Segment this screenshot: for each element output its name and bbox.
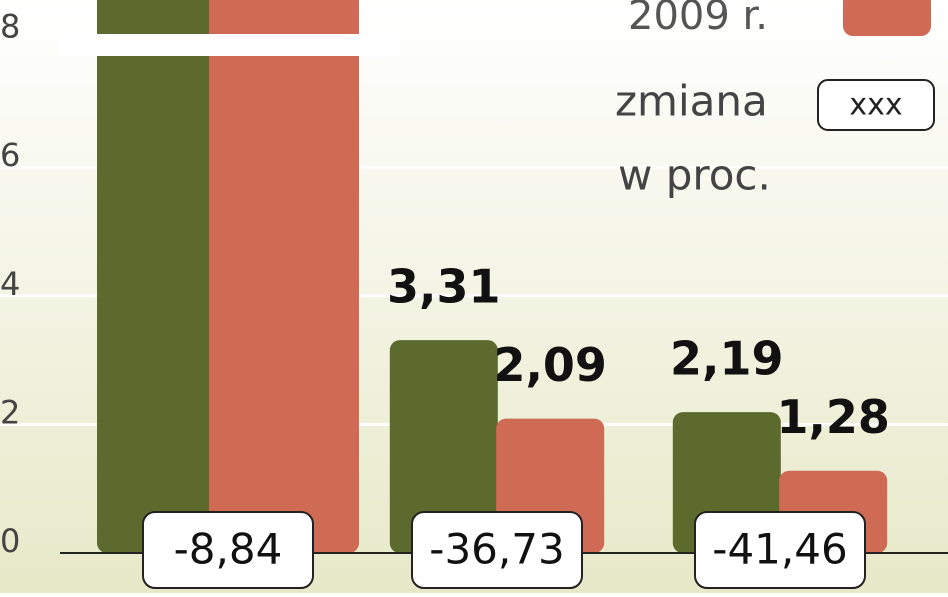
labels: 0 2 4 6 8 -8,84 3,31 2,09 -36,73 2,191,28 -41,46 <box>0 8 890 589</box>
change-box <box>142 511 314 589</box>
change-box <box>411 511 583 589</box>
bar <box>209 0 359 553</box>
value-label: 2,19 <box>670 332 784 386</box>
change-unit: w proc. <box>618 151 771 200</box>
y-tick-label: 2 <box>0 393 20 431</box>
change-label: -41,46 <box>712 525 847 574</box>
y-tick-label: 8 <box>0 8 20 46</box>
value-label: 1,28 <box>776 390 890 444</box>
bar <box>389 340 498 553</box>
y-tick-label: 0 <box>0 522 20 560</box>
axis-break <box>60 34 400 56</box>
value-label: 2,09 <box>493 338 607 392</box>
change-title: zmiana <box>615 77 768 126</box>
change-label: -36,73 <box>429 525 564 574</box>
change-sample: xxx <box>849 88 902 123</box>
value-label: 3,31 <box>387 260 501 314</box>
y-tick-label: 6 <box>0 136 20 174</box>
legend-swatch <box>843 0 931 36</box>
change-label: -8,84 <box>174 525 283 574</box>
change-sample-box <box>817 79 935 131</box>
legend-label: 2009 r. <box>628 0 768 39</box>
y-tick-label: 4 <box>0 265 20 303</box>
change-box <box>694 511 866 589</box>
